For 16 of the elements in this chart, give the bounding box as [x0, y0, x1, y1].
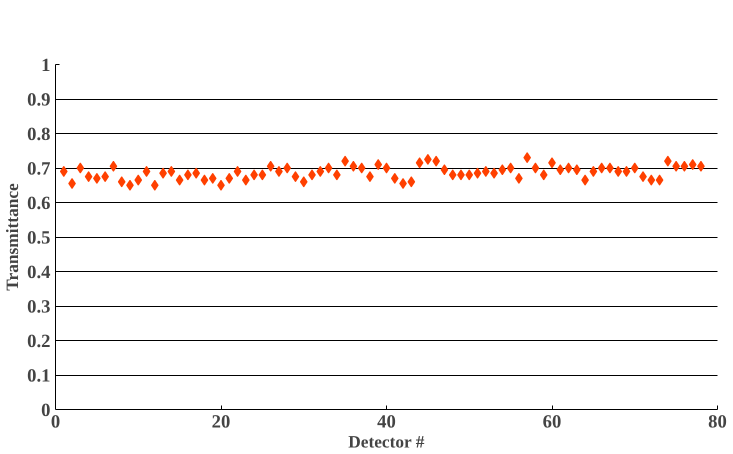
y-tick-label: 0.7	[27, 158, 51, 180]
x-tick-label: 20	[212, 412, 230, 432]
x-axis-title: Detector #	[348, 432, 425, 452]
y-tick-label: 0.3	[27, 296, 51, 318]
y-tick-label: 0.6	[27, 193, 51, 214]
x-tick-label: 80	[708, 412, 727, 432]
x-tick-label: 60	[542, 412, 562, 432]
y-tick-label: 0.8	[27, 124, 51, 145]
y-tick-label: 0.4	[27, 262, 51, 283]
y-tick-label: 0.9	[27, 90, 51, 110]
y-tick-label: 0.5	[27, 228, 51, 248]
y-tick-label: 0.1	[27, 366, 51, 386]
y-axis-title: Transmittance	[3, 182, 22, 291]
y-tick-label: 0.2	[27, 331, 51, 352]
y-tick-label: 1	[41, 55, 50, 76]
x-tick-label: 40	[377, 412, 396, 432]
